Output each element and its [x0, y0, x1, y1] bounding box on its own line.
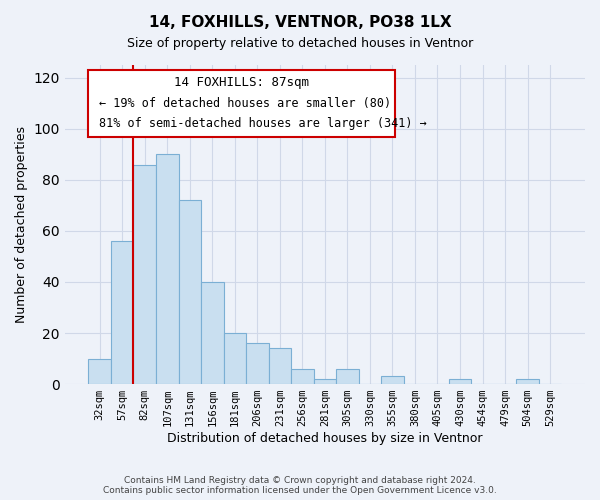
Text: 14, FOXHILLS, VENTNOR, PO38 1LX: 14, FOXHILLS, VENTNOR, PO38 1LX: [149, 15, 451, 30]
FancyBboxPatch shape: [88, 70, 395, 137]
Bar: [133, 164, 156, 384]
Text: Contains HM Land Registry data © Crown copyright and database right 2024.
Contai: Contains HM Land Registry data © Crown c…: [103, 476, 497, 495]
Bar: [449, 379, 471, 384]
X-axis label: Distribution of detached houses by size in Ventnor: Distribution of detached houses by size …: [167, 432, 482, 445]
Bar: [111, 241, 133, 384]
Text: Size of property relative to detached houses in Ventnor: Size of property relative to detached ho…: [127, 38, 473, 51]
Bar: [201, 282, 224, 384]
Bar: [156, 154, 179, 384]
Bar: [179, 200, 201, 384]
Bar: [269, 348, 291, 384]
Text: 14 FOXHILLS: 87sqm: 14 FOXHILLS: 87sqm: [174, 76, 309, 90]
Bar: [291, 369, 314, 384]
Bar: [246, 343, 269, 384]
Text: 81% of semi-detached houses are larger (341) →: 81% of semi-detached houses are larger (…: [98, 117, 427, 130]
Bar: [517, 379, 539, 384]
Bar: [314, 379, 336, 384]
Bar: [224, 333, 246, 384]
Bar: [381, 376, 404, 384]
Bar: [88, 358, 111, 384]
Y-axis label: Number of detached properties: Number of detached properties: [15, 126, 28, 323]
Bar: [336, 369, 359, 384]
Text: ← 19% of detached houses are smaller (80): ← 19% of detached houses are smaller (80…: [98, 97, 391, 110]
